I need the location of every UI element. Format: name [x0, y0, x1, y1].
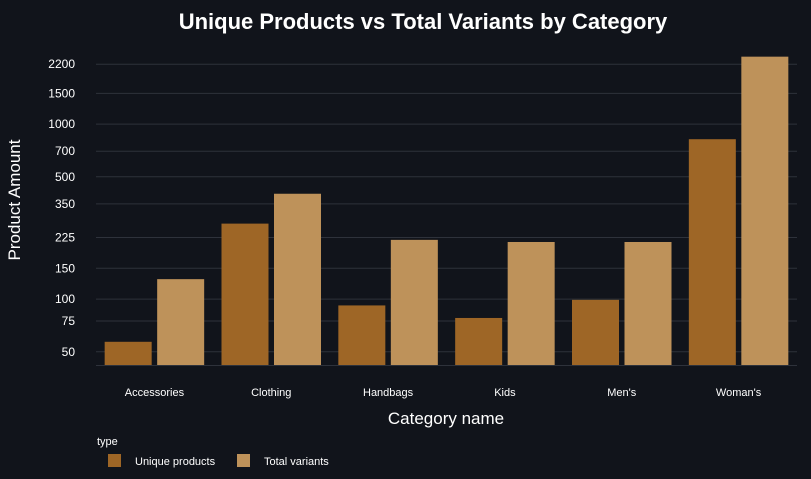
- chart-title: Unique Products vs Total Variants by Cat…: [179, 9, 668, 34]
- y-tick-label: 50: [62, 345, 76, 359]
- x-tick-label: Woman's: [716, 387, 762, 399]
- y-tick-label: 75: [62, 314, 76, 328]
- gridlines: [96, 63, 797, 366]
- y-tick-label: 2200: [48, 57, 75, 71]
- bar-total-variants-men-s[interactable]: [624, 241, 672, 365]
- legend: type Unique products Total variants: [97, 436, 329, 468]
- x-tick-label: Men's: [607, 387, 636, 399]
- bar-total-variants-accessories[interactable]: [157, 279, 205, 365]
- legend-swatch-total-variants[interactable]: [237, 454, 250, 467]
- legend-label-total-variants[interactable]: Total variants: [264, 456, 329, 468]
- y-tick-label: 350: [55, 197, 75, 211]
- bars: [104, 56, 789, 366]
- bar-total-variants-woman-s[interactable]: [741, 56, 789, 366]
- y-tick-label: 1500: [48, 86, 75, 100]
- legend-swatch-unique-products[interactable]: [108, 454, 121, 467]
- legend-title: type: [97, 436, 118, 448]
- bar-unique-products-woman-s[interactable]: [688, 139, 736, 365]
- x-axis-label: Category name: [388, 409, 504, 428]
- bar-unique-products-clothing[interactable]: [221, 223, 269, 365]
- tick-labels: 50 75 100 150 225 350 500 700 1000 1500 2200 Access…: [48, 57, 761, 399]
- x-tick-label: Handbags: [363, 387, 414, 399]
- y-tick-label: 150: [55, 261, 75, 275]
- y-tick-label: 500: [55, 170, 75, 184]
- bar-unique-products-handbags[interactable]: [338, 305, 386, 365]
- y-tick-label: 700: [55, 144, 75, 158]
- y-tick-label: 225: [55, 230, 75, 244]
- bar-total-variants-clothing[interactable]: [274, 193, 321, 365]
- bar-total-variants-handbags[interactable]: [390, 239, 438, 365]
- bar-total-variants-kids[interactable]: [507, 241, 555, 365]
- x-tick-label: Kids: [494, 387, 516, 399]
- y-tick-label: 100: [55, 292, 75, 306]
- bar-unique-products-kids[interactable]: [455, 317, 503, 365]
- y-tick-label: 1000: [48, 117, 75, 131]
- y-axis-label: Product Amount: [5, 139, 24, 260]
- x-tick-label: Clothing: [251, 387, 291, 399]
- legend-label-unique-products[interactable]: Unique products: [135, 456, 216, 468]
- bar-unique-products-accessories[interactable]: [104, 341, 152, 365]
- x-tick-label: Accessories: [125, 387, 185, 399]
- bar-unique-products-men-s[interactable]: [572, 299, 619, 365]
